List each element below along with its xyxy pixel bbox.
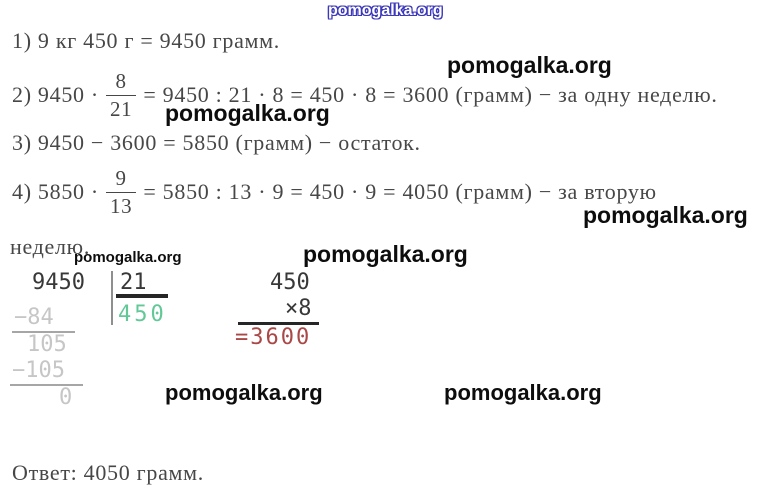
divisor-underline	[116, 294, 168, 298]
solution-step-2: 2) 9450 · 8 21 = 9450 : 21 · 8 = 450 · 8…	[12, 66, 718, 124]
fraction-numerator: 9	[115, 166, 127, 191]
watermark-small: pomogalka.org	[74, 249, 182, 266]
multiplication-rule	[238, 322, 319, 325]
watermark: pomogalka.org	[165, 100, 330, 126]
step-4-prefix: 4) 5850 ·	[12, 179, 99, 204]
division-subtract-1: −84	[14, 305, 54, 330]
watermark: pomogalka.org	[165, 380, 323, 405]
multiplication-multiplier: ×8	[285, 296, 312, 321]
watermark: pomogalka.org	[444, 380, 602, 405]
division-vertical-rule	[111, 271, 113, 325]
fraction-denominator: 13	[105, 191, 137, 217]
answer-line: Ответ: 4050 грамм.	[12, 460, 204, 485]
fraction-denominator: 21	[105, 94, 137, 120]
fraction-9-13: 9 13	[105, 166, 137, 217]
solution-step-1: 1) 9 кг 450 г = 9450 грамм.	[12, 28, 281, 53]
fraction-8-21: 8 21	[105, 69, 137, 120]
watermark: pomogalka.org	[447, 52, 612, 78]
division-divisor: 21	[120, 270, 147, 295]
division-bring-down: 105	[27, 332, 67, 357]
long-division-block: 9450 21 450 −84 105 −105 0	[10, 270, 195, 410]
step-2-prefix: 2) 9450 ·	[12, 82, 99, 107]
solution-step-3: 3) 9450 − 3600 = 5850 (грамм) − остаток.	[12, 130, 421, 155]
solution-step-4-continuation: неделю.	[10, 234, 91, 259]
watermark: pomogalka.org	[303, 241, 468, 267]
division-rule-2	[10, 384, 83, 386]
watermark: pomogalka.org	[583, 202, 748, 228]
division-rule-1	[12, 331, 75, 333]
division-subtract-2: −105	[12, 358, 65, 383]
column-multiplication-block: 450 ×8 =3600	[235, 270, 345, 360]
division-dividend: 9450	[32, 270, 85, 295]
division-quotient: 450	[118, 302, 167, 327]
step-4-suffix: = 5850 : 13 · 9 = 450 · 9 = 4050 (грамм)…	[143, 179, 657, 204]
watermark-outline-top: pomogalka.org	[328, 2, 443, 19]
multiplication-result: =3600	[235, 325, 312, 350]
solution-step-4: 4) 5850 · 9 13 = 5850 : 13 · 9 = 450 · 9…	[12, 163, 657, 221]
step-2-suffix: = 9450 : 21 · 8 = 450 · 8 = 3600 (грамм)…	[143, 82, 718, 107]
division-remainder: 0	[59, 385, 73, 410]
fraction-numerator: 8	[115, 69, 127, 94]
multiplication-multiplicand: 450	[270, 270, 310, 295]
